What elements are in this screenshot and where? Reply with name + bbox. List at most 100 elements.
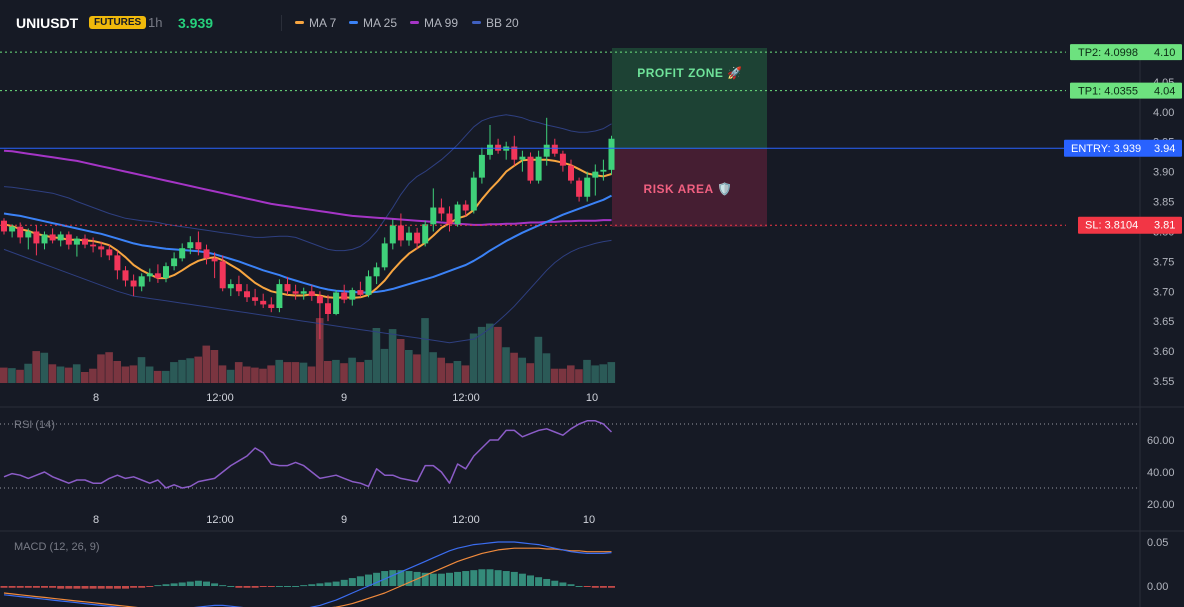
candle-body [495,144,502,151]
candle [527,152,534,184]
candle-body [397,225,404,241]
macd-histogram-bar [16,586,24,588]
candle-body [252,297,259,301]
legend-item-ma99[interactable]: MA 99 [410,16,458,30]
candle-body [325,303,331,315]
legend-label: BB 20 [486,16,519,30]
time-tick-label: 12:00 [206,514,234,526]
volume-bar [453,361,462,383]
macd-histogram-bar [32,586,40,588]
candle-body [90,244,97,247]
volume-bar [218,365,227,383]
volume-bar [299,362,308,383]
candle-body [333,292,340,315]
volume-bar [32,351,40,383]
macd-histogram-bar [81,586,89,589]
candle [276,279,283,313]
macd-histogram-bar [89,586,97,589]
candle [82,234,88,249]
legend-item-ma25[interactable]: MA 25 [349,16,397,30]
macd-histogram-bar [308,584,316,586]
profit-zone [612,48,767,149]
price-tick-label: 3.65 [1153,316,1174,328]
candle [17,222,24,244]
volume-bar [534,336,543,383]
macd-histogram-bar [421,572,429,586]
volume-bar [599,364,607,383]
tp1-label[interactable]: TP1: 4.0355 4.04 [1070,82,1182,99]
sl-label-text: SL: 3.8104 [1085,220,1138,232]
macd-histogram-bar [186,581,194,586]
macd-histogram-bar [462,571,470,586]
volume-bar [526,363,535,383]
macd-tick-label: 0.00 [1147,581,1168,593]
candle [600,159,607,181]
price-tick-label: 3.90 [1153,167,1174,179]
macd-pane[interactable]: 0.05 0.00 [0,537,1169,607]
timeframe-label[interactable]: 1h [148,15,163,30]
time-tick-label: 9 [341,392,347,404]
candle-body [527,156,534,181]
candle-body [365,276,372,295]
volume-bar [583,359,591,383]
candle-body [535,156,542,181]
macd-histogram-bar [275,586,283,587]
volume-bar [405,350,413,383]
candle [478,147,485,184]
macd-histogram-bar [535,577,543,586]
candle [130,274,137,297]
volume-bar [81,372,89,383]
legend-item-bb20[interactable]: BB 20 [472,16,519,30]
volume-bar [259,368,267,383]
macd-histogram-bar [284,586,291,587]
macd-histogram-bar [0,586,8,588]
volume-bar [16,369,24,383]
price-tick-label: 3.60 [1153,346,1174,358]
macd-histogram-bar [170,583,178,586]
volume-bar [469,333,478,383]
macd-histogram-bar [397,570,405,586]
tp2-label-text: TP2: 4.0998 [1078,47,1138,59]
sl-label[interactable]: SL: 3.8104 3.81 [1078,216,1182,234]
volume-bar [194,356,202,383]
candle-body [122,270,129,281]
candle-body [154,273,161,279]
candle-body [300,291,307,294]
ma99-swatch [410,21,419,25]
candle-body [138,276,145,287]
candle [559,150,566,172]
candle [357,281,364,298]
candle [397,213,404,247]
macd-histogram-bar [365,574,372,586]
entry-label[interactable]: ENTRY: 3.939 3.94 [1064,139,1182,157]
macd-histogram-bar [154,585,162,587]
time-tick-label: 10 [583,514,595,526]
candle [511,135,518,166]
moving-averages [3,149,612,299]
time-tick-label: 12:00 [452,392,480,404]
candle [9,224,16,238]
tp2-label[interactable]: TP2: 4.0998 4.10 [1070,44,1182,61]
macd-histogram-bar [486,569,494,586]
macd-histogram-bar [227,586,235,587]
macd-histogram-bar [583,586,591,587]
price-axis[interactable]: 4.054.003.953.903.853.803.753.703.653.60… [1153,77,1174,388]
candle-body [211,258,218,262]
volume-bar [494,326,502,383]
legend-item-ma7[interactable]: MA 7 [295,16,336,30]
candle-body [219,261,226,289]
rsi-pane[interactable]: 60.00 40.00 20.00 [0,420,1175,511]
volume-bar [348,357,356,383]
candle [608,135,615,175]
candle [260,293,267,309]
macd-histogram-bar [73,586,81,589]
volume-bars [0,318,616,383]
symbol-label[interactable]: UNIUSDT [16,15,79,31]
candle-body [478,154,485,178]
price-tick-label: 3.70 [1153,286,1174,298]
macd-histogram-bar [575,586,583,587]
macd-histogram-bar [599,586,607,588]
candle-body [284,284,291,292]
macd-histogram-bar [211,583,219,586]
